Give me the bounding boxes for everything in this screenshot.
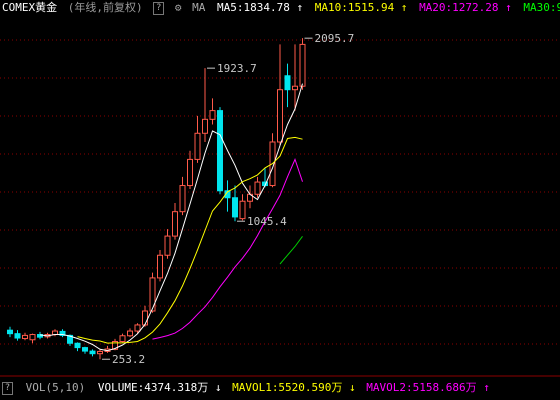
candle-body — [179, 185, 186, 213]
candle-body — [149, 277, 156, 312]
candle-body — [224, 190, 231, 199]
candle-body — [67, 334, 73, 344]
candle-body — [142, 310, 148, 326]
candle-body — [284, 75, 291, 91]
annotation-label: 253.2 — [112, 353, 145, 366]
candle-body — [164, 235, 171, 256]
annotation-label: 2095.7 — [315, 32, 355, 45]
vol-indicator-label[interactable]: VOL(5,10) — [25, 381, 86, 394]
symbol-title: COMEX黄金 — [2, 1, 58, 14]
mavol2-readout: MAVOL2:5158.686万 ↑ — [366, 381, 490, 394]
ma10-line — [77, 136, 303, 344]
ma5-readout: MA5:1834.78 ↑ — [217, 1, 304, 14]
candle-body — [97, 350, 103, 355]
candle-body — [277, 89, 283, 143]
ma20-readout: MA20:1272.28 ↑ — [419, 1, 512, 14]
candle-body — [29, 334, 36, 341]
gear-icon[interactable]: ⚙ — [174, 1, 182, 14]
candle-body — [187, 158, 193, 187]
ma30-readout: MA30:958.99 ↑ — [523, 1, 560, 14]
ma5-line — [39, 83, 303, 352]
candle-body — [209, 110, 216, 120]
candle-body — [292, 85, 298, 91]
volume-bar: ? VOL(5,10) VOLUME:4374.318万 ↓ MAVOL1:55… — [0, 379, 560, 397]
help-icon[interactable]: ? — [153, 2, 165, 15]
candle-body — [232, 197, 238, 218]
volume-readout: VOLUME:4374.318万 ↓ — [97, 381, 222, 394]
candle-body — [299, 43, 306, 87]
candle-body — [74, 342, 81, 349]
candle-body — [37, 334, 43, 338]
chart-subtitle: (年线,前复权) — [67, 1, 143, 14]
help-icon[interactable]: ? — [2, 382, 13, 395]
candle-body — [59, 330, 66, 336]
mavol1-readout: MAVOL1:5520.590万 ↓ — [232, 381, 356, 394]
ma10-readout: MA10:1515.94 ↑ — [314, 1, 408, 14]
candle-body — [217, 110, 223, 192]
candle-body — [157, 254, 163, 279]
annotation-label: 1045.4 — [247, 215, 287, 228]
candle-body — [202, 118, 208, 134]
ma30-line — [279, 236, 303, 265]
candle-body — [239, 200, 246, 220]
candle-body — [22, 334, 28, 340]
ma-lines — [39, 83, 303, 352]
annotation-label: 1923.7 — [217, 62, 257, 75]
candle-body — [14, 333, 21, 339]
candle-body — [112, 341, 118, 350]
candle-body — [7, 329, 13, 335]
candles — [7, 38, 306, 360]
ma20-line — [152, 158, 303, 340]
candle-body — [119, 335, 126, 343]
candle-body — [172, 211, 178, 237]
ma-label: MA — [192, 1, 206, 14]
candle-body — [194, 132, 201, 160]
header-bar: COMEX黄金 (年线,前复权) ? ⚙ MA MA5:1834.78 ↑ MA… — [0, 0, 560, 16]
annotations: 1923.7 2095.7 1045.4 253.2 — [102, 32, 354, 366]
candle-body — [127, 330, 133, 337]
candle-body — [82, 347, 88, 352]
candle-body — [89, 350, 96, 355]
candle-body — [134, 324, 141, 332]
candle-body — [254, 181, 261, 195]
